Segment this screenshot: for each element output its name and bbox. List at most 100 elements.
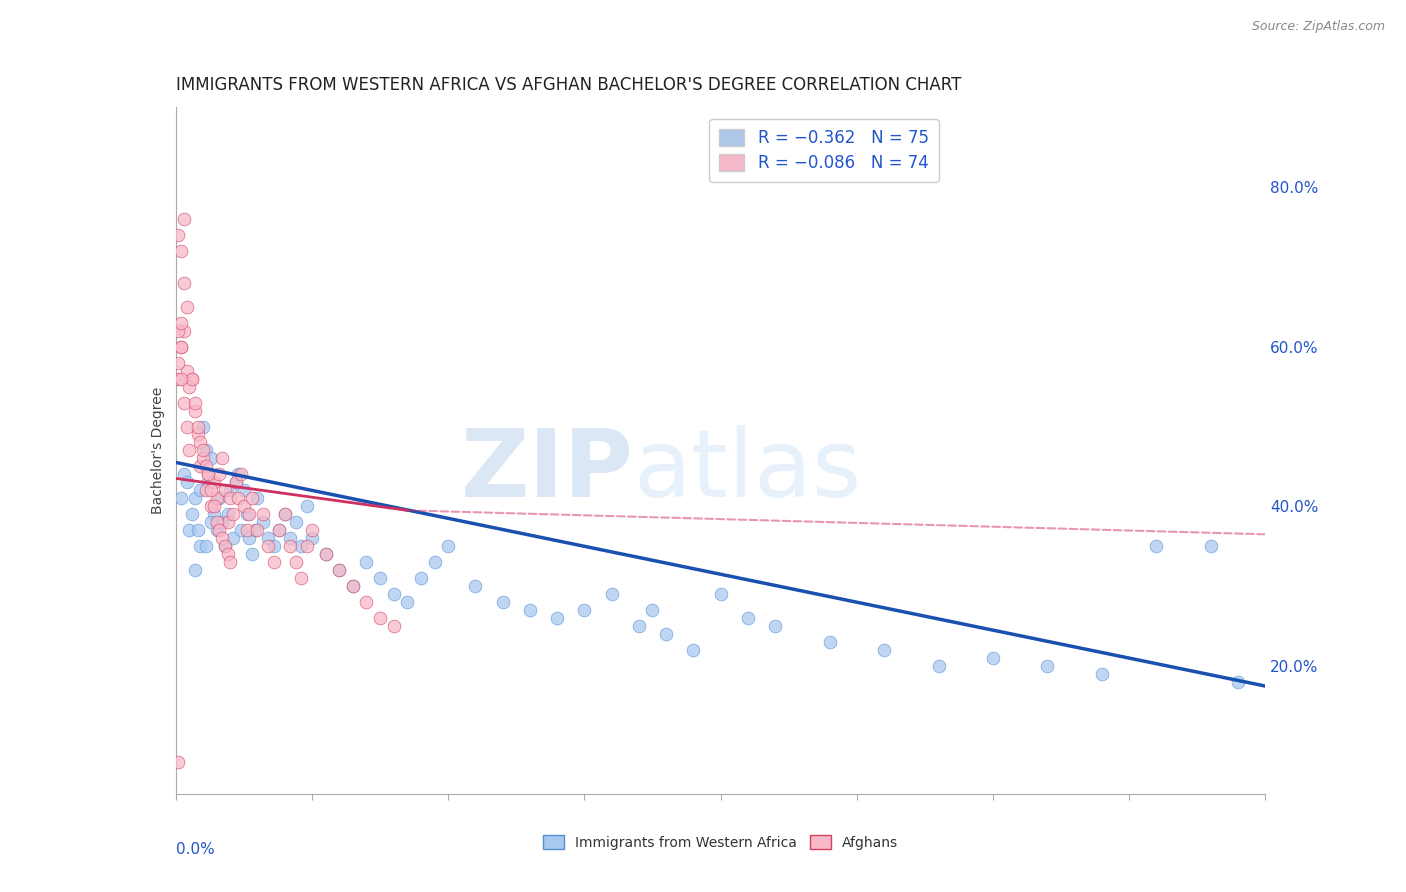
- Point: [184, 491, 207, 506]
- Point: [186, 419, 209, 434]
- Point: [315, 547, 337, 561]
- Point: [188, 435, 211, 450]
- Point: [423, 555, 446, 569]
- Point: [167, 755, 190, 769]
- Point: [186, 427, 209, 442]
- Point: [1091, 667, 1114, 681]
- Point: [181, 371, 204, 385]
- Point: [382, 587, 405, 601]
- Point: [170, 316, 193, 330]
- Point: [211, 516, 233, 530]
- Point: [184, 403, 207, 417]
- Point: [217, 516, 239, 530]
- Point: [200, 451, 222, 466]
- Point: [232, 483, 254, 498]
- Point: [682, 643, 704, 657]
- Point: [1036, 659, 1059, 673]
- Point: [240, 547, 263, 561]
- Point: [737, 611, 759, 625]
- Point: [228, 467, 250, 482]
- Point: [295, 500, 318, 514]
- Point: [205, 524, 228, 538]
- Point: [290, 539, 312, 553]
- Point: [217, 547, 239, 561]
- Point: [186, 524, 209, 538]
- Point: [173, 395, 195, 409]
- Point: [188, 459, 211, 474]
- Point: [208, 524, 231, 538]
- Point: [176, 419, 198, 434]
- Point: [197, 467, 219, 482]
- Point: [519, 603, 541, 617]
- Point: [170, 371, 193, 385]
- Point: [252, 516, 274, 530]
- Point: [546, 611, 568, 625]
- Point: [492, 595, 515, 609]
- Point: [315, 547, 337, 561]
- Point: [179, 379, 201, 393]
- Point: [1227, 675, 1250, 690]
- Point: [167, 371, 190, 385]
- Point: [231, 467, 253, 482]
- Point: [205, 491, 228, 506]
- Point: [818, 635, 841, 649]
- Point: [235, 508, 257, 522]
- Point: [167, 356, 190, 370]
- Text: IMMIGRANTS FROM WESTERN AFRICA VS AFGHAN BACHELOR'S DEGREE CORRELATION CHART: IMMIGRANTS FROM WESTERN AFRICA VS AFGHAN…: [176, 77, 962, 95]
- Point: [1144, 539, 1167, 553]
- Point: [342, 579, 364, 593]
- Point: [290, 571, 312, 585]
- Point: [170, 244, 193, 258]
- Point: [228, 491, 250, 506]
- Point: [464, 579, 486, 593]
- Point: [284, 555, 307, 569]
- Point: [202, 508, 225, 522]
- Point: [641, 603, 664, 617]
- Point: [214, 539, 236, 553]
- Point: [214, 483, 236, 498]
- Point: [437, 539, 460, 553]
- Point: [211, 531, 233, 545]
- Text: atlas: atlas: [633, 425, 862, 517]
- Point: [173, 211, 195, 226]
- Point: [301, 524, 323, 538]
- Point: [176, 300, 198, 314]
- Point: [328, 563, 350, 577]
- Point: [179, 443, 201, 458]
- Point: [188, 539, 211, 553]
- Point: [263, 539, 285, 553]
- Point: [200, 516, 222, 530]
- Point: [170, 340, 193, 354]
- Point: [194, 459, 217, 474]
- Point: [269, 524, 291, 538]
- Point: [214, 539, 236, 553]
- Point: [246, 524, 269, 538]
- Point: [342, 579, 364, 593]
- Point: [246, 491, 269, 506]
- Point: [382, 619, 405, 633]
- Point: [243, 524, 266, 538]
- Point: [188, 483, 211, 498]
- Point: [205, 516, 228, 530]
- Point: [225, 475, 247, 490]
- Text: 0.0%: 0.0%: [176, 842, 215, 857]
- Y-axis label: Bachelor's Degree: Bachelor's Degree: [150, 387, 165, 514]
- Point: [257, 531, 280, 545]
- Text: Source: ZipAtlas.com: Source: ZipAtlas.com: [1251, 20, 1385, 33]
- Point: [197, 475, 219, 490]
- Point: [167, 227, 190, 242]
- Point: [191, 443, 214, 458]
- Point: [173, 276, 195, 290]
- Point: [194, 539, 217, 553]
- Point: [278, 531, 301, 545]
- Point: [981, 651, 1004, 665]
- Point: [202, 475, 225, 490]
- Point: [1199, 539, 1222, 553]
- Point: [181, 371, 204, 385]
- Point: [202, 500, 225, 514]
- Point: [176, 363, 198, 377]
- Point: [627, 619, 650, 633]
- Point: [194, 443, 217, 458]
- Point: [208, 467, 231, 482]
- Point: [278, 539, 301, 553]
